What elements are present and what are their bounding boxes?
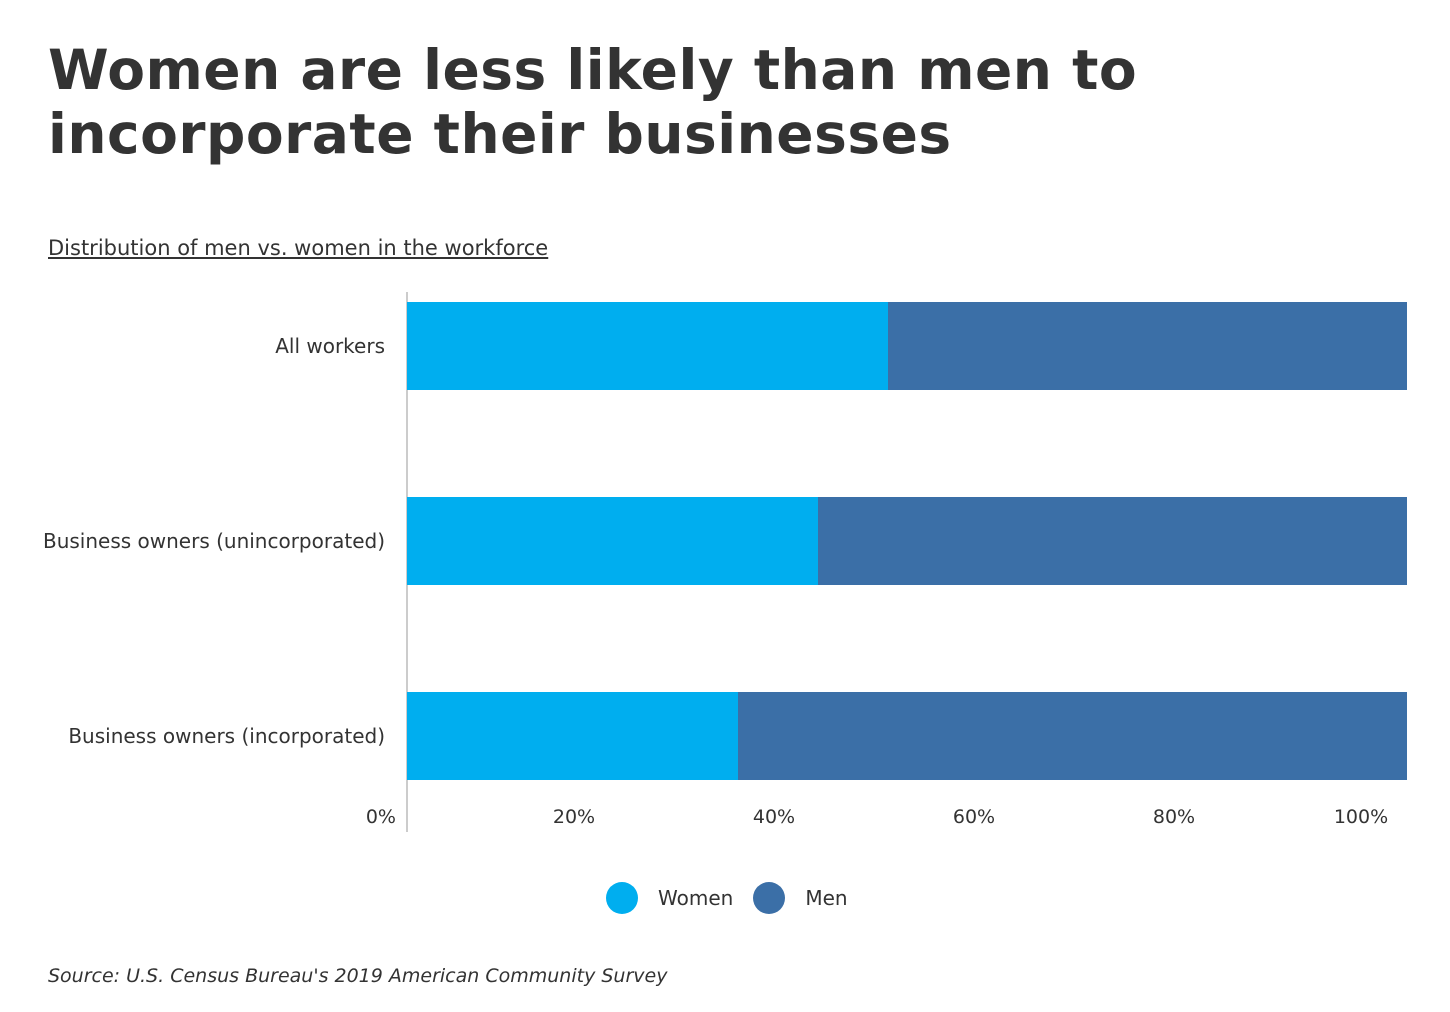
x-tick-label-0: 0%	[366, 806, 396, 828]
source-note: Source: U.S. Census Bureau's 2019 Americ…	[48, 965, 668, 987]
legend: Women Men	[606, 882, 868, 914]
x-tick-label-4: 80%	[1153, 806, 1195, 828]
x-tick-label-3: 60%	[953, 806, 995, 828]
bar-men-0	[888, 302, 1407, 390]
bar-women-2	[407, 692, 738, 780]
category-label-2: Business owners (incorporated)	[68, 724, 385, 748]
chart-title: Women are less likely than men to incorp…	[48, 38, 1138, 166]
bar-women-0	[407, 302, 888, 390]
x-tick-label-2: 40%	[753, 806, 795, 828]
legend-label-men: Men	[805, 886, 848, 910]
bar-men-1	[818, 497, 1407, 585]
legend-swatch-women	[606, 882, 638, 914]
chart-subtitle: Distribution of men vs. women in the wor…	[48, 236, 549, 260]
legend-item-women: Women	[606, 882, 733, 914]
stacked-bar-chart: All workers Business owners (unincorporat…	[43, 292, 1407, 832]
bar-women-1	[407, 497, 818, 585]
category-label-1: Business owners (unincorporated)	[43, 529, 385, 553]
category-label-0: All workers	[275, 334, 385, 358]
legend-label-women: Women	[658, 886, 734, 910]
legend-item-men: Men	[753, 882, 848, 914]
bar-men-2	[738, 692, 1407, 780]
x-tick-label-1: 20%	[553, 806, 595, 828]
x-tick-label-5: 100%	[1334, 806, 1388, 828]
legend-swatch-men	[753, 882, 786, 914]
